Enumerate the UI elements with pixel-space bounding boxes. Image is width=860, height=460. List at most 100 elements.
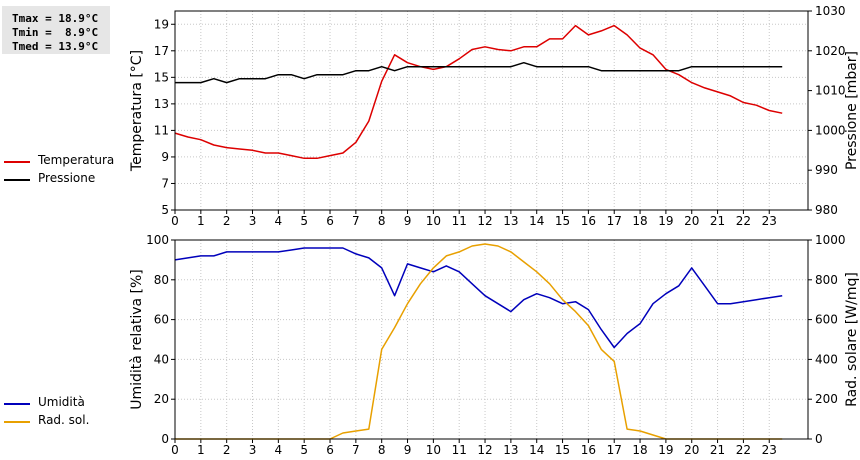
xtick-label-top: 13 [503,214,518,228]
xtick-label-top: 22 [736,214,751,228]
xtick-label-top: 14 [529,214,544,228]
y2tick-label-bottom: 0 [815,432,823,446]
xtick-label-bottom: 13 [503,443,518,457]
xtick-label-bottom: 7 [352,443,360,457]
xtick-label-top: 18 [632,214,647,228]
y2tick-label-bottom: 400 [815,352,838,366]
xtick-label-top: 12 [477,214,492,228]
y2tick-label-top: 990 [815,163,838,177]
xtick-label-bottom: 12 [477,443,492,457]
series-line-umidit [174,247,783,349]
xtick-label-top: 4 [275,214,283,228]
xtick-label-bottom: 2 [223,443,231,457]
y2tick-label-bottom: 1000 [815,233,846,247]
xtick-label-bottom: 5 [300,443,308,457]
xtick-label-bottom: 6 [326,443,334,457]
xtick-label-top: 6 [326,214,334,228]
xtick-label-bottom: 18 [632,443,647,457]
plot-area-top [175,11,808,210]
ytick-label-bottom: 0 [161,432,169,446]
y2tick-label-bottom: 200 [815,392,838,406]
legend-swatch-umidita [4,403,30,405]
xtick-label-top: 0 [171,214,179,228]
xtick-label-top: 2 [223,214,231,228]
xtick-label-top: 5 [300,214,308,228]
xtick-label-bottom: 10 [426,443,441,457]
ytick-label-top: 17 [154,44,169,58]
xtick-label-top: 7 [352,214,360,228]
ytick-label-bottom: 20 [154,392,169,406]
plot-area-bottom [175,240,808,439]
xtick-label-top: 10 [426,214,441,228]
xtick-label-top: 16 [581,214,596,228]
xtick-label-top: 9 [404,214,412,228]
ytick-label-top: 7 [161,176,169,190]
y2tick-label-bottom: 600 [815,313,838,327]
legend-label-temperatura: Temperatura [38,153,115,167]
legend-item-temperatura: Temperatura [4,153,144,169]
xtick-label-bottom: 19 [658,443,673,457]
xtick-label-bottom: 23 [762,443,777,457]
y2label-top: Pressione [mbar] [844,51,860,170]
ytick-label-top: 19 [154,17,169,31]
legend-item-rad-sol: Rad. sol. [4,413,144,429]
ytick-label-top: 9 [161,150,169,164]
y2tick-label-top: 1020 [815,44,846,58]
legend-item-pressione: Pressione [4,171,144,187]
xtick-label-bottom: 21 [710,443,725,457]
ylabel-top: Temperatura [°C] [129,50,145,172]
xtick-label-bottom: 22 [736,443,751,457]
xtick-label-bottom: 3 [249,443,257,457]
plot-frame-top [174,10,809,211]
ytick-label-bottom: 100 [146,233,169,247]
xtick-label-top: 3 [249,214,257,228]
xtick-label-bottom: 15 [555,443,570,457]
xtick-label-bottom: 20 [684,443,699,457]
series-line-temperatura [174,24,783,160]
xtick-label-top: 23 [762,214,777,228]
ytick-label-top: 13 [154,97,169,111]
ytick-label-top: 5 [161,203,169,217]
legend-label-umidita: Umidità [38,395,85,409]
xtick-label-top: 17 [607,214,622,228]
ytick-label-bottom: 60 [154,313,169,327]
xtick-label-bottom: 4 [275,443,283,457]
tmax-text: Tmax = 18.9°C [12,12,99,25]
ylabel-bottom: Umidità relativa [%] [129,269,145,410]
xtick-label-bottom: 11 [452,443,467,457]
y2tick-label-top: 1000 [815,123,846,137]
legend-swatch-temperatura [4,161,30,163]
y2tick-label-top: 1010 [815,84,846,98]
legend-swatch-rad-sol [4,421,30,423]
ytick-label-bottom: 80 [154,273,169,287]
xtick-label-bottom: 14 [529,443,544,457]
xtick-label-top: 20 [684,214,699,228]
legend-label-rad-sol: Rad. sol. [38,413,90,427]
xtick-label-top: 15 [555,214,570,228]
xtick-label-top: 21 [710,214,725,228]
tmed-text: Tmed = 13.9°C [12,40,99,53]
ytick-label-top: 15 [154,70,169,84]
y2tick-label-top: 980 [815,203,838,217]
y2tick-label-bottom: 800 [815,273,838,287]
xtick-label-top: 19 [658,214,673,228]
stats-box: Tmax = 18.9°C Tmin = 8.9°C Tmed = 13.9°C [2,6,110,54]
xtick-label-top: 11 [452,214,467,228]
xtick-label-bottom: 0 [171,443,179,457]
xtick-label-bottom: 16 [581,443,596,457]
y2label-bottom: Rad. solare [W/mq] [844,272,860,407]
y2tick-label-top: 1030 [815,4,846,18]
series-line-pressione [175,61,783,84]
ytick-label-bottom: 40 [154,352,169,366]
xtick-label-bottom: 8 [378,443,386,457]
xtick-label-bottom: 1 [197,443,205,457]
xtick-label-top: 8 [378,214,386,228]
xtick-label-bottom: 9 [404,443,412,457]
legend-item-umidita: Umidità [4,395,144,411]
legend-label-pressione: Pressione [38,171,96,185]
ytick-label-top: 11 [154,123,169,137]
xtick-label-top: 1 [197,214,205,228]
plot-frame-bottom [174,239,809,440]
xtick-label-bottom: 17 [607,443,622,457]
